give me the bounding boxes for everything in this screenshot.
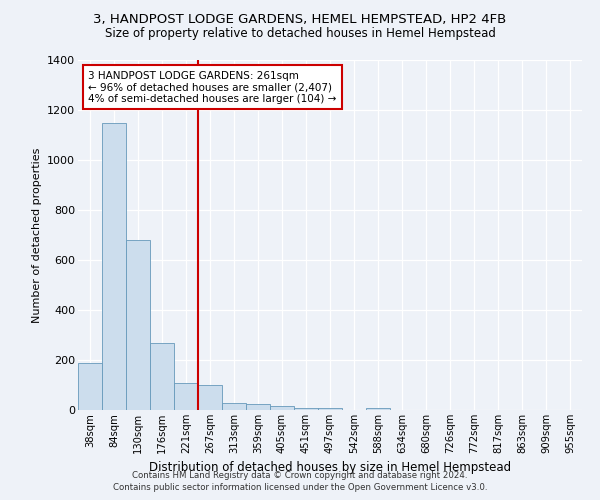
Bar xyxy=(222,402,246,410)
X-axis label: Distribution of detached houses by size in Hemel Hempstead: Distribution of detached houses by size … xyxy=(149,462,511,474)
Bar xyxy=(174,382,198,410)
Text: Size of property relative to detached houses in Hemel Hempstead: Size of property relative to detached ho… xyxy=(104,28,496,40)
Bar xyxy=(246,404,270,410)
Bar xyxy=(78,362,102,410)
Bar xyxy=(102,122,126,410)
Y-axis label: Number of detached properties: Number of detached properties xyxy=(32,148,41,322)
Bar xyxy=(294,408,318,410)
Bar xyxy=(366,408,390,410)
Bar xyxy=(270,406,294,410)
Text: Contains HM Land Registry data © Crown copyright and database right 2024.
Contai: Contains HM Land Registry data © Crown c… xyxy=(113,471,487,492)
Bar xyxy=(126,240,150,410)
Text: 3 HANDPOST LODGE GARDENS: 261sqm
← 96% of detached houses are smaller (2,407)
4%: 3 HANDPOST LODGE GARDENS: 261sqm ← 96% o… xyxy=(88,70,337,104)
Bar xyxy=(150,342,174,410)
Bar xyxy=(198,385,222,410)
Text: 3, HANDPOST LODGE GARDENS, HEMEL HEMPSTEAD, HP2 4FB: 3, HANDPOST LODGE GARDENS, HEMEL HEMPSTE… xyxy=(94,12,506,26)
Bar xyxy=(318,408,342,410)
